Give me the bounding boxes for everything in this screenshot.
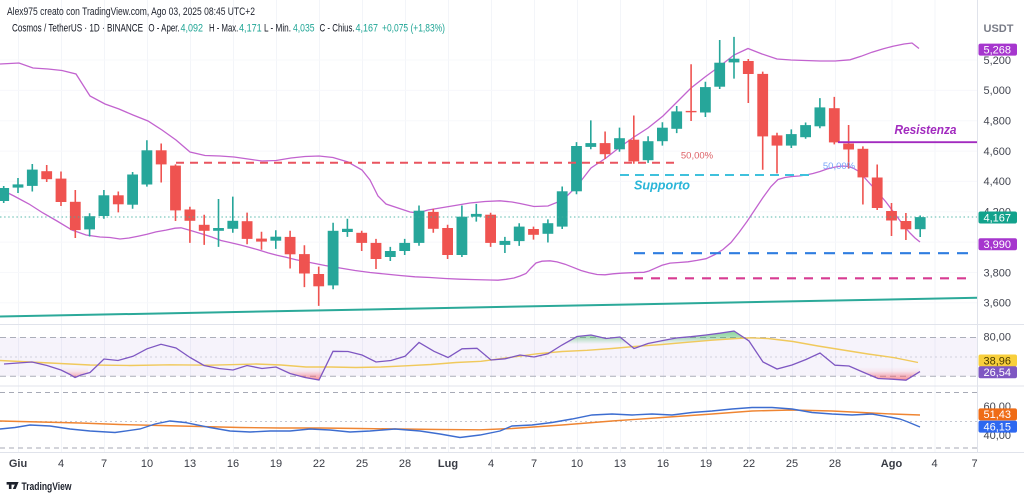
- svg-text:C - Chius.: C - Chius.: [320, 22, 355, 34]
- svg-text:28: 28: [399, 458, 411, 470]
- svg-text:3,990: 3,990: [984, 239, 1012, 251]
- svg-text:5,268: 5,268: [984, 44, 1012, 56]
- svg-text:5,200: 5,200: [984, 55, 1012, 67]
- svg-text:5,000: 5,000: [984, 85, 1012, 97]
- svg-text:13: 13: [614, 458, 626, 470]
- svg-text:Lug: Lug: [438, 458, 458, 470]
- svg-text:Giu: Giu: [9, 458, 27, 470]
- svg-text:Alex975 creato con TradingView: Alex975 creato con TradingView.com, Ago …: [7, 6, 255, 18]
- svg-text:25: 25: [356, 458, 368, 470]
- svg-text:50,00%: 50,00%: [681, 151, 714, 162]
- svg-text:22: 22: [743, 458, 755, 470]
- svg-text:4,092: 4,092: [181, 22, 204, 34]
- svg-text:7: 7: [971, 458, 977, 470]
- svg-text:7: 7: [101, 458, 107, 470]
- svg-text:19: 19: [700, 458, 712, 470]
- svg-text:16: 16: [227, 458, 239, 470]
- svg-text:O - Aper.: O - Aper.: [148, 22, 179, 34]
- svg-text:13: 13: [184, 458, 196, 470]
- svg-text:10: 10: [571, 458, 583, 470]
- svg-text:4,400: 4,400: [984, 176, 1012, 188]
- svg-text:TradingView: TradingView: [22, 481, 72, 493]
- svg-text:Resistenza: Resistenza: [895, 123, 957, 137]
- svg-text:80,00: 80,00: [984, 331, 1012, 343]
- svg-text:3,800: 3,800: [984, 267, 1012, 279]
- svg-text:16: 16: [657, 458, 669, 470]
- svg-text:4,167: 4,167: [356, 22, 379, 34]
- svg-text:+0,075 (+1,83%): +0,075 (+1,83%): [382, 22, 445, 34]
- svg-text:H - Max.: H - Max.: [209, 22, 238, 34]
- svg-text:10: 10: [141, 458, 153, 470]
- svg-text:4,800: 4,800: [984, 116, 1012, 128]
- svg-text:22: 22: [313, 458, 325, 470]
- svg-text:38,96: 38,96: [984, 355, 1012, 367]
- svg-text:51,43: 51,43: [984, 409, 1012, 421]
- svg-text:Cosmos / TetherUS · 1D · BINAN: Cosmos / TetherUS · 1D · BINANCE: [12, 22, 143, 34]
- svg-text:Supporto: Supporto: [634, 179, 690, 193]
- svg-text:4,171: 4,171: [239, 22, 262, 34]
- svg-text:7: 7: [531, 458, 537, 470]
- svg-text:4,167: 4,167: [984, 212, 1012, 224]
- svg-text:4: 4: [58, 458, 64, 470]
- svg-text:26,54: 26,54: [984, 367, 1012, 379]
- svg-text:40,00: 40,00: [984, 430, 1012, 442]
- svg-text:L - Min.: L - Min.: [264, 22, 291, 34]
- svg-text:25: 25: [786, 458, 798, 470]
- svg-text:4,035: 4,035: [293, 22, 315, 34]
- svg-text:4,600: 4,600: [984, 146, 1012, 158]
- svg-text:28: 28: [829, 458, 841, 470]
- svg-text:4: 4: [931, 458, 937, 470]
- svg-text:19: 19: [270, 458, 282, 470]
- svg-text:50,00%: 50,00%: [823, 161, 856, 172]
- svg-text:3,600: 3,600: [984, 298, 1012, 310]
- svg-text:Ago: Ago: [881, 458, 903, 470]
- svg-text:46,15: 46,15: [984, 421, 1012, 433]
- svg-text:USDT: USDT: [984, 23, 1014, 35]
- svg-text:4: 4: [488, 458, 494, 470]
